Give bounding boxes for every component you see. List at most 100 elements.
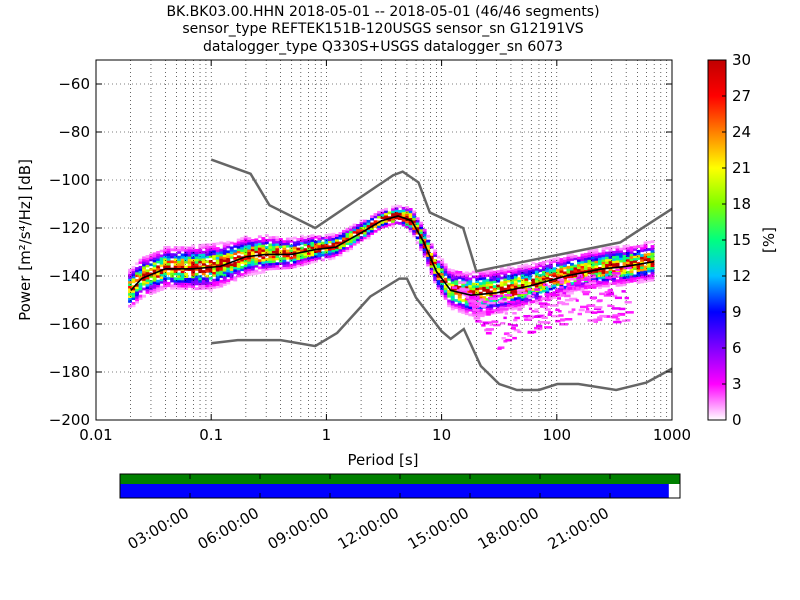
heatmap-cell — [548, 263, 553, 267]
heatmap-cell — [543, 305, 548, 309]
heatmap-cell — [429, 267, 434, 271]
heatmap-cell — [433, 251, 438, 255]
heatmap-cell — [271, 264, 276, 268]
heatmap-cell — [429, 255, 434, 259]
heatmap-cell — [307, 252, 311, 255]
heatmap-cell — [615, 252, 620, 256]
heatmap-cell — [419, 238, 424, 242]
heatmap-cell — [222, 276, 227, 279]
heatmap-cell — [636, 257, 641, 260]
heatmap-cell — [307, 254, 311, 258]
heatmap-cell — [205, 265, 210, 268]
heatmap-cell — [503, 275, 508, 279]
heatmap-cell — [587, 275, 596, 279]
heatmap-cell — [510, 290, 515, 294]
heatmap-cell — [633, 274, 637, 278]
heatmap-cell — [447, 268, 452, 272]
heatmap-cell — [300, 249, 304, 252]
heatmap-cell — [177, 284, 182, 288]
heatmap-cell — [517, 284, 522, 288]
heatmap-cell — [626, 249, 630, 253]
heatmap-cell — [478, 320, 483, 323]
heatmap-cell — [142, 282, 146, 286]
heatmap-cell — [159, 259, 164, 263]
heatmap-cell — [289, 259, 294, 262]
heatmap-cell — [538, 269, 543, 272]
heatmap-cell — [233, 249, 238, 253]
heatmap-cell — [229, 270, 234, 274]
heatmap-cell — [443, 289, 448, 293]
heatmap-cell — [566, 253, 571, 257]
heatmap-cell — [222, 247, 227, 250]
heatmap-cell — [338, 241, 343, 245]
heatmap-cell — [601, 278, 606, 282]
heatmap-cell — [450, 290, 455, 294]
heatmap-cell — [264, 258, 269, 261]
heatmap-cell — [215, 266, 220, 270]
heatmap-cell — [584, 286, 588, 290]
heatmap-cell — [552, 284, 557, 287]
heatmap-cell — [229, 268, 234, 271]
heatmap-cell — [149, 256, 154, 259]
heatmap-cell — [212, 283, 217, 287]
heatmap-cell — [621, 290, 626, 293]
heatmap-cell — [212, 269, 217, 272]
heatmap-cell — [588, 279, 597, 283]
heatmap-cell — [173, 260, 178, 264]
heatmap-cell — [440, 284, 445, 288]
heatmap-cell — [482, 300, 489, 304]
heatmap-cell — [550, 304, 559, 307]
heatmap-cell — [503, 287, 508, 291]
heatmap-cell — [544, 308, 551, 311]
heatmap-cell — [173, 262, 178, 266]
heatmap-cell — [559, 274, 564, 278]
heatmap-cell — [567, 287, 573, 290]
heatmap-cell — [328, 255, 332, 258]
heatmap-cell — [380, 213, 385, 217]
heatmap-cell — [577, 312, 582, 316]
heatmap-cell — [401, 218, 406, 222]
heatmap-cell — [219, 260, 224, 264]
heatmap-cell — [205, 279, 210, 283]
heatmap-cell — [440, 260, 445, 264]
heatmap-cell — [314, 257, 318, 261]
heatmap-cell — [366, 236, 371, 240]
heatmap-cell — [640, 263, 644, 267]
heatmap-cell — [201, 265, 206, 269]
heatmap-cell — [184, 275, 189, 278]
heatmap-cell — [156, 265, 161, 269]
heatmap-cell — [222, 278, 227, 282]
heatmap-cell — [240, 244, 245, 248]
heatmap-cell — [317, 249, 322, 253]
heatmap-cell — [314, 255, 318, 258]
heatmap-cell — [412, 234, 417, 238]
heatmap-cell — [391, 224, 395, 228]
heatmap-cell — [514, 316, 520, 320]
heatmap-cell — [156, 282, 161, 285]
heatmap-cell — [489, 292, 494, 296]
heatmap-cell — [527, 298, 532, 302]
heatmap-cell — [619, 274, 623, 277]
heatmap-cell — [173, 246, 178, 249]
heatmap-cell — [296, 250, 301, 253]
heatmap-cell — [619, 252, 623, 256]
heatmap-cell — [363, 224, 367, 228]
heatmap-cell — [478, 306, 483, 309]
heatmap-cell — [478, 277, 483, 281]
heatmap-cell — [377, 210, 381, 214]
heatmap-cell — [475, 289, 480, 293]
heatmap-cell — [128, 278, 132, 282]
heatmap-cell — [615, 257, 620, 261]
heatmap-cell — [419, 240, 424, 244]
heatmap-cell — [275, 247, 280, 251]
heatmap-cell — [478, 275, 483, 278]
heatmap-cell — [261, 251, 266, 255]
heatmap-cell — [559, 286, 564, 289]
heatmap-cell — [212, 247, 217, 251]
heatmap-cell — [391, 208, 395, 211]
heatmap-cell — [201, 284, 206, 288]
heatmap-cell — [461, 290, 468, 293]
heatmap-cell — [187, 280, 192, 283]
heatmap-cell — [173, 284, 178, 288]
heatmap-cell — [622, 278, 627, 282]
